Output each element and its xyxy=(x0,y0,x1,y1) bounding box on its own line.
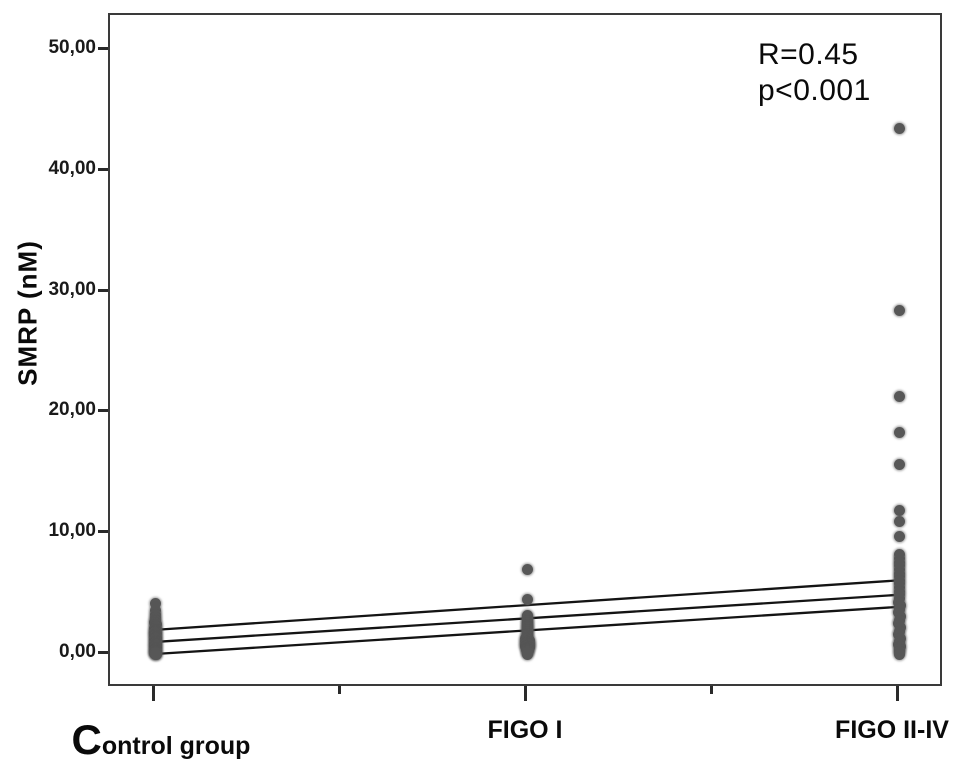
y-axis-title: SMRP (nM) xyxy=(12,240,43,386)
data-point xyxy=(893,427,905,439)
x-tick-mark xyxy=(710,686,713,694)
x-category-label: Control group xyxy=(71,716,251,763)
x-tick-mark xyxy=(524,686,527,701)
y-tick-label: 0,00 xyxy=(59,641,96,662)
data-point xyxy=(521,648,533,660)
data-point xyxy=(893,458,905,470)
data-point xyxy=(149,597,161,609)
y-tick-mark xyxy=(98,530,108,534)
x-tick-mark xyxy=(152,686,155,701)
data-point xyxy=(893,123,905,135)
fit-line xyxy=(154,579,900,631)
y-tick-label: 20,00 xyxy=(48,399,96,421)
data-point xyxy=(893,305,905,317)
stats-annotation: R=0.45 p<0.001 xyxy=(758,37,871,109)
data-point xyxy=(521,594,533,606)
data-point xyxy=(149,648,161,660)
data-point xyxy=(521,563,533,575)
y-tick-label: 40,00 xyxy=(48,157,96,179)
y-tick-mark xyxy=(98,409,108,413)
plot-area: R=0.45 p<0.001 xyxy=(108,13,942,686)
r-value-text: R=0.45 xyxy=(758,38,859,71)
data-point xyxy=(893,504,905,516)
data-point xyxy=(893,391,905,403)
x-category-label: FIGO II-IV xyxy=(835,716,949,744)
y-tick-label: 30,00 xyxy=(48,278,96,300)
data-point xyxy=(893,648,905,660)
y-tick-label: 10,00 xyxy=(48,520,96,542)
y-tick-mark xyxy=(98,288,108,292)
data-point xyxy=(893,531,905,543)
y-tick-mark xyxy=(98,651,108,654)
p-value-text: p<0.001 xyxy=(758,74,871,107)
data-points-layer xyxy=(110,15,940,684)
data-point xyxy=(893,515,905,527)
x-tick-mark xyxy=(338,686,341,694)
x-category-label: FIGO I xyxy=(487,716,563,744)
y-tick-mark xyxy=(98,47,108,50)
y-tick-mark xyxy=(98,167,108,171)
y-tick-label: 50,00 xyxy=(48,37,96,58)
x-tick-mark xyxy=(896,686,899,701)
